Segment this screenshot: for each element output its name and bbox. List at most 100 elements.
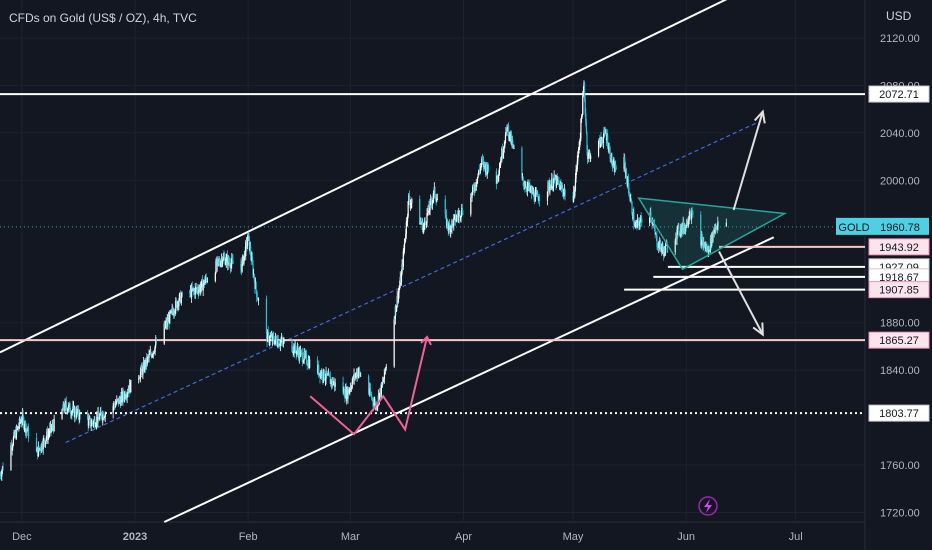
- candle-body: [70, 413, 72, 416]
- lightning-icon[interactable]: [698, 496, 718, 516]
- candle-body: [581, 114, 583, 117]
- candle-body: [355, 372, 357, 376]
- candle-body: [403, 249, 405, 252]
- x-tick-label: Mar: [341, 531, 360, 543]
- candle-body: [632, 213, 634, 219]
- candle-body: [505, 127, 507, 135]
- candle-body: [384, 368, 386, 371]
- candle-body: [250, 255, 252, 261]
- candle-body: [332, 383, 334, 385]
- candle-body: [73, 405, 75, 417]
- candle-body: [454, 214, 456, 216]
- candle-body: [510, 134, 513, 145]
- candle-body: [555, 176, 558, 187]
- candle-body: [250, 246, 252, 256]
- candle-body: [344, 388, 347, 398]
- candle-body: [63, 404, 65, 411]
- drawings-layer[interactable]: [0, 0, 865, 523]
- candle-body: [52, 424, 54, 428]
- candle-body: [151, 354, 153, 358]
- candle-body: [124, 392, 126, 399]
- candle-body: [350, 386, 352, 388]
- candle-body: [51, 427, 53, 431]
- candle-body: [406, 216, 409, 222]
- time-axis[interactable]: Dec 2023 Feb Mar Apr May Jun Jul: [12, 531, 803, 543]
- candle-body: [375, 404, 378, 409]
- candle-body: [282, 341, 284, 344]
- candle-body: [206, 280, 209, 283]
- candle-body: [297, 348, 299, 353]
- candle-body: [266, 333, 268, 342]
- candle-body: [534, 192, 536, 202]
- candle-body: [173, 313, 175, 315]
- candle-body: [49, 428, 51, 434]
- candle-body: [253, 274, 255, 281]
- candle-body: [254, 282, 257, 289]
- candle-body: [139, 378, 141, 380]
- candle-body: [487, 164, 489, 172]
- candle-body: [382, 381, 384, 383]
- candle-body: [534, 199, 536, 202]
- candle-body: [394, 306, 396, 320]
- arrow-down-head: [752, 322, 764, 337]
- candle-body: [498, 168, 501, 174]
- candle-body: [687, 220, 690, 223]
- candle-body: [295, 344, 297, 351]
- candle-body: [660, 246, 662, 251]
- candle-body: [564, 189, 566, 196]
- candle-body: [196, 288, 198, 290]
- candle-body: [86, 412, 89, 420]
- candle-body: [405, 234, 407, 240]
- candle-body: [470, 196, 473, 198]
- candle-body: [176, 300, 178, 308]
- candle-body: [559, 183, 561, 190]
- candle-body: [53, 418, 55, 431]
- candle-body: [95, 424, 97, 426]
- candle-body: [278, 345, 280, 347]
- drawings-front-layer[interactable]: [309, 109, 788, 436]
- candle-body: [603, 130, 605, 137]
- candle-body: [446, 220, 448, 227]
- candle-body: [141, 366, 143, 370]
- candle-body: [678, 233, 681, 235]
- candle-body: [224, 257, 226, 265]
- candle-body: [527, 183, 529, 187]
- candle-body: [46, 431, 49, 440]
- candle-body: [127, 390, 129, 394]
- candle-body: [304, 351, 306, 356]
- last-price-value: 1960.78: [880, 222, 920, 234]
- candle-body: [500, 160, 502, 166]
- candle-body: [155, 340, 157, 344]
- candle-body: [537, 196, 539, 201]
- candle-body: [448, 223, 450, 230]
- candle-body: [358, 369, 361, 373]
- candle-body: [640, 216, 642, 219]
- candle-body: [536, 192, 538, 195]
- candle-body: [296, 351, 298, 355]
- candle-body: [528, 183, 530, 189]
- candle-body: [496, 175, 498, 184]
- candle-body: [265, 298, 268, 334]
- candle-body: [481, 158, 483, 165]
- channel-lower-line: [163, 236, 775, 523]
- candle-body: [37, 446, 39, 457]
- candle-body: [327, 374, 329, 376]
- candle-body: [170, 310, 173, 311]
- candle-body: [528, 183, 530, 189]
- price-axis[interactable]: 2120.002080.002040.002000.001880.001840.…: [880, 33, 920, 520]
- candle-body: [214, 272, 216, 281]
- candle-body: [574, 189, 576, 196]
- candle-body: [408, 195, 410, 202]
- candle-body: [270, 335, 272, 337]
- candle-body: [222, 255, 224, 261]
- candle-body: [625, 172, 627, 174]
- candle-body: [636, 219, 639, 227]
- candle-body: [610, 154, 612, 163]
- price-label-value: 1907.85: [879, 285, 919, 297]
- price-series[interactable]: [0, 80, 727, 482]
- candle-body: [125, 397, 127, 399]
- candle-body: [220, 261, 222, 266]
- candle-body: [267, 331, 269, 342]
- candle-body: [38, 448, 41, 450]
